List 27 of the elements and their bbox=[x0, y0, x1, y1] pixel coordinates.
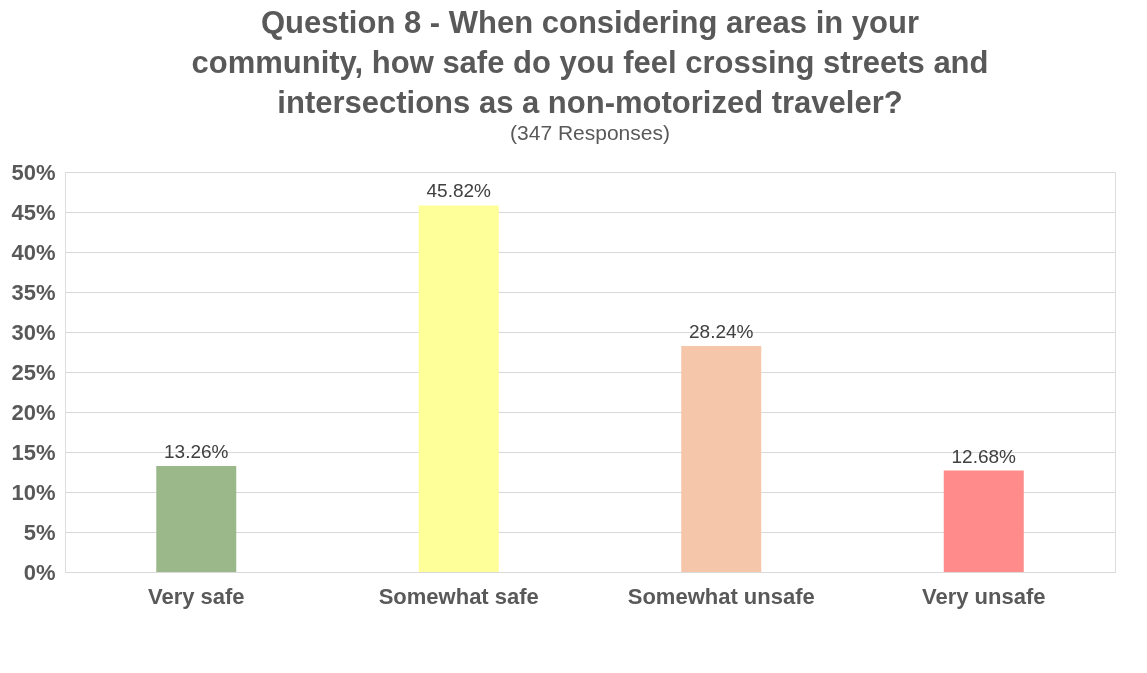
y-tick-label: 30% bbox=[11, 319, 56, 345]
y-tick-label: 45% bbox=[11, 199, 56, 225]
y-tick-label: 40% bbox=[11, 239, 56, 265]
bar bbox=[156, 465, 237, 572]
data-label: 45.82% bbox=[426, 180, 492, 202]
y-tick-label: 10% bbox=[11, 479, 56, 505]
data-label: 12.68% bbox=[951, 445, 1017, 467]
text: Question 8 - When considering areas in your bbox=[260, 5, 920, 40]
text: intersections as a non-motorized traveler? bbox=[277, 85, 903, 120]
y-tick-label: 0% bbox=[23, 559, 56, 585]
y-tick-label: 50% bbox=[11, 159, 56, 185]
x-tick-label: Somewhat safe bbox=[378, 583, 539, 609]
bar bbox=[943, 470, 1024, 572]
x-tick-label: Somewhat unsafe bbox=[627, 583, 815, 609]
data-label: 13.26% bbox=[164, 440, 229, 462]
y-tick-label: 5% bbox=[23, 519, 56, 545]
y-tick-label: 20% bbox=[11, 399, 56, 425]
data-label: 28.24% bbox=[689, 321, 754, 343]
bar bbox=[681, 346, 762, 572]
y-tick-label: 25% bbox=[11, 359, 56, 385]
bar bbox=[418, 205, 499, 572]
x-tick-label: Very unsafe bbox=[921, 583, 1046, 609]
x-tick-label: Very safe bbox=[147, 583, 245, 609]
text: community, how safe do you feel crossing streets and bbox=[191, 45, 989, 80]
y-tick-label: 15% bbox=[11, 439, 56, 465]
chart-subtitle: (347 Responses) bbox=[510, 121, 670, 144]
y-tick-label: 35% bbox=[11, 279, 56, 305]
